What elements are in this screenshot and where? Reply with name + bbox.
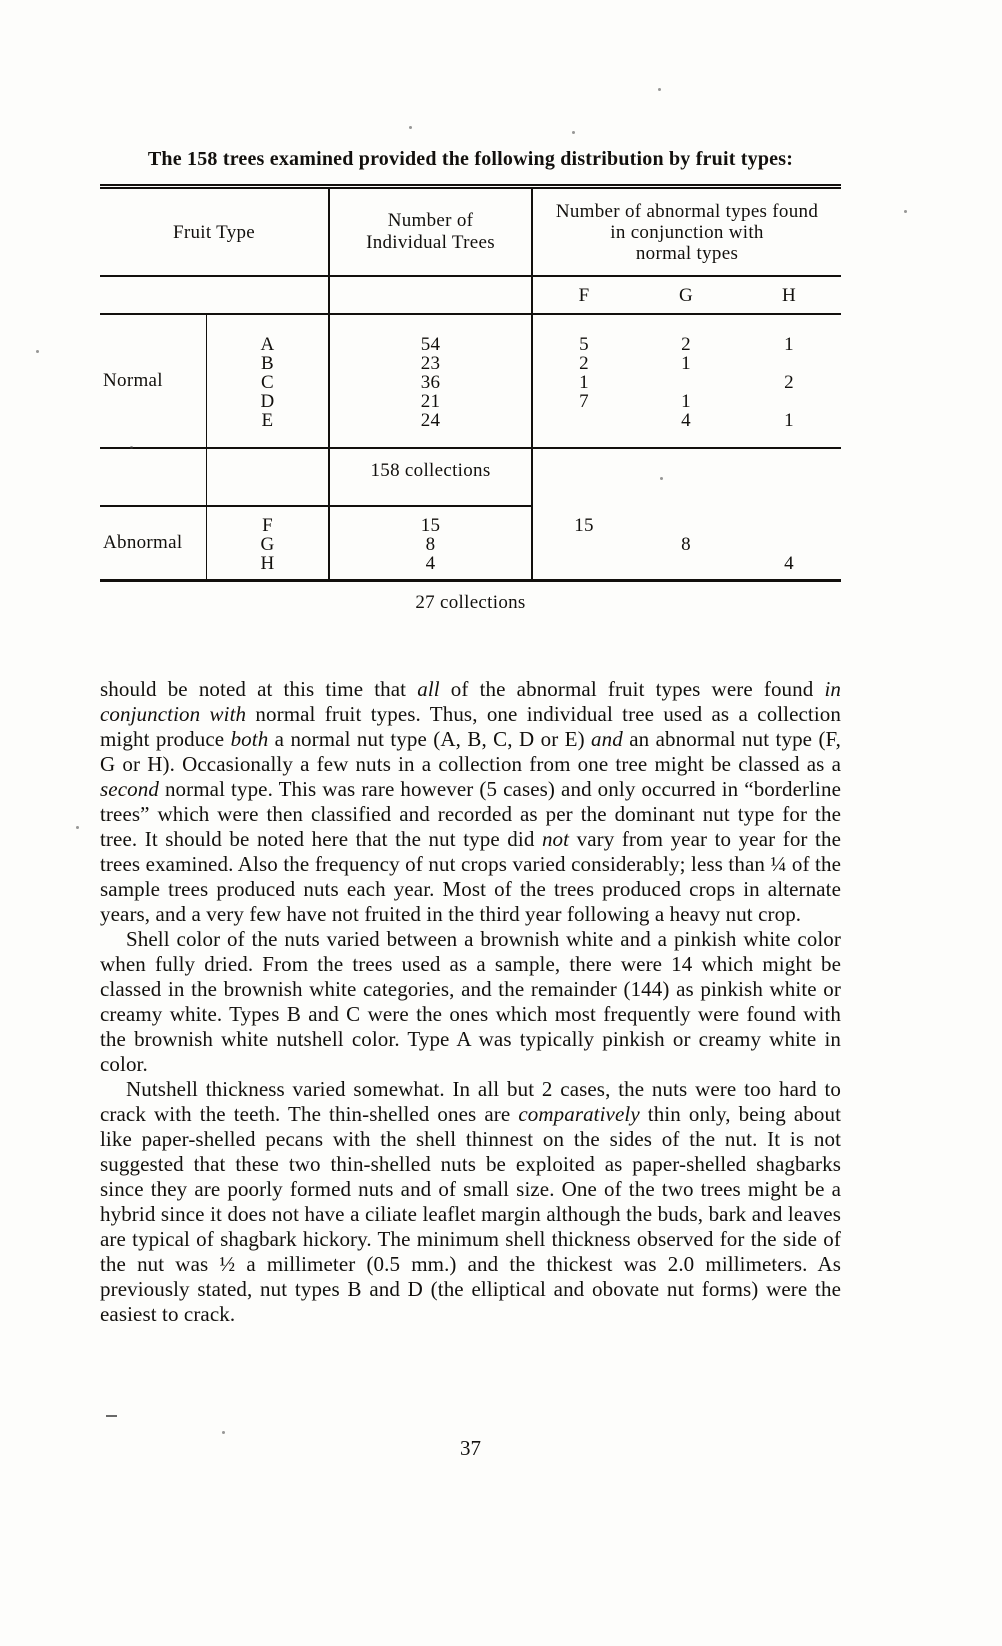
trees-cell: 36	[420, 372, 441, 393]
abnormal-h-column: 4	[737, 507, 841, 579]
g-cell	[635, 516, 737, 535]
type-cell: F	[262, 515, 273, 536]
trees-cell: 24	[420, 410, 441, 431]
h-cell	[737, 535, 841, 554]
type-cell: B	[261, 353, 274, 374]
page-number: 37	[460, 1436, 481, 1460]
trees-cell: 54	[420, 334, 441, 355]
trees-cell: 8	[425, 534, 436, 555]
abnormal-trees-column: 15 8 4	[330, 507, 533, 579]
normal-section-row: Normal A B C D E 54 23 36 21 24 5 2 1 7	[100, 315, 841, 449]
scan-speck	[660, 477, 663, 480]
scan-speck	[409, 126, 412, 129]
subheader-f: F	[578, 284, 590, 306]
subheader-h: H	[781, 284, 797, 306]
type-cell: E	[261, 410, 274, 431]
normal-label: Normal	[100, 315, 207, 447]
scan-speck	[222, 1431, 225, 1434]
h-cell	[737, 392, 841, 411]
h-cell: 1	[784, 334, 794, 355]
type-cell: A	[260, 334, 275, 355]
f-cell: 2	[579, 353, 589, 374]
normal-g-column: 2 1 1 4	[635, 315, 737, 447]
scan-speck	[36, 350, 39, 353]
trees-cell: 23	[420, 353, 441, 374]
f-cell: 7	[579, 391, 589, 412]
type-cell: G	[260, 534, 275, 555]
total-spacer	[100, 449, 207, 507]
f-cell	[533, 554, 635, 573]
header-individual-trees: Number of Individual Trees	[330, 189, 533, 275]
f-cell: 15	[574, 515, 594, 536]
g-cell: 4	[681, 410, 691, 431]
abnormal-section-row: Abnormal F G H 15 8 4 15 8	[100, 507, 841, 579]
total-spacer	[207, 449, 330, 507]
table-caption: The 158 trees examined provided the foll…	[147, 148, 794, 170]
type-cell: H	[260, 553, 275, 574]
scan-speck	[130, 446, 133, 449]
total-spacer	[635, 449, 737, 507]
header-fruit-type: Fruit Type	[100, 189, 330, 275]
trees-cell: 21	[420, 391, 441, 412]
abnormal-label: Abnormal	[100, 507, 207, 579]
g-cell: 8	[681, 534, 691, 555]
subheader-g: G	[678, 284, 694, 306]
normal-types-column: A B C D E	[207, 315, 330, 447]
f-cell: 5	[579, 334, 589, 355]
f-cell	[533, 411, 635, 430]
paragraph-abnormal-types: should be noted at this time that all of…	[100, 677, 841, 926]
trees-cell: 15	[420, 515, 441, 536]
table-header-row: Fruit Type Number of Individual Trees Nu…	[100, 189, 841, 277]
paragraph-shell-color: Shell color of the nuts varied between a…	[100, 927, 841, 1076]
scan-speck	[658, 88, 661, 91]
type-cell: D	[260, 391, 275, 412]
body-text: should be noted at this time that all of…	[100, 677, 841, 1327]
g-cell: 1	[681, 391, 691, 412]
fruit-type-table: Fruit Type Number of Individual Trees Nu…	[100, 184, 841, 582]
h-cell: 2	[784, 372, 794, 393]
f-cell	[533, 535, 635, 554]
scan-speck	[904, 210, 907, 213]
scan-speck	[76, 826, 79, 829]
h-cell: 4	[784, 553, 794, 574]
subheader-spacer	[100, 277, 330, 313]
normal-h-column: 1 2 1	[737, 315, 841, 447]
header-abnormal-types: Number of abnormal types found in conjun…	[555, 200, 819, 264]
h-cell: 1	[784, 410, 794, 431]
abnormal-total: 27 collections	[415, 592, 526, 613]
double-rule	[100, 186, 841, 189]
type-cell: C	[261, 372, 274, 393]
normal-total: 158 collections	[330, 449, 533, 507]
g-cell: 1	[681, 353, 691, 374]
h-cell	[737, 354, 841, 373]
g-cell	[635, 554, 737, 573]
table-subheader-row: F G H	[100, 277, 841, 315]
g-cell: 2	[681, 334, 691, 355]
abnormal-f-column: 15	[533, 507, 635, 579]
scan-speck	[572, 131, 575, 134]
abnormal-g-column: 8	[635, 507, 737, 579]
h-cell	[737, 516, 841, 535]
trees-cell: 4	[425, 553, 436, 574]
f-cell: 1	[579, 372, 589, 393]
g-cell	[635, 373, 737, 392]
normal-trees-column: 54 23 36 21 24	[330, 315, 533, 447]
abnormal-types-column: F G H	[207, 507, 330, 579]
scan-dash	[106, 1415, 117, 1417]
total-spacer	[737, 449, 841, 507]
normal-total-row: 158 collections	[100, 449, 841, 507]
subheader-spacer	[330, 277, 533, 313]
total-spacer	[533, 449, 635, 507]
normal-f-column: 5 2 1 7	[533, 315, 635, 447]
paragraph-nutshell-thickness: Nutshell thickness varied somewhat. In a…	[100, 1077, 841, 1326]
